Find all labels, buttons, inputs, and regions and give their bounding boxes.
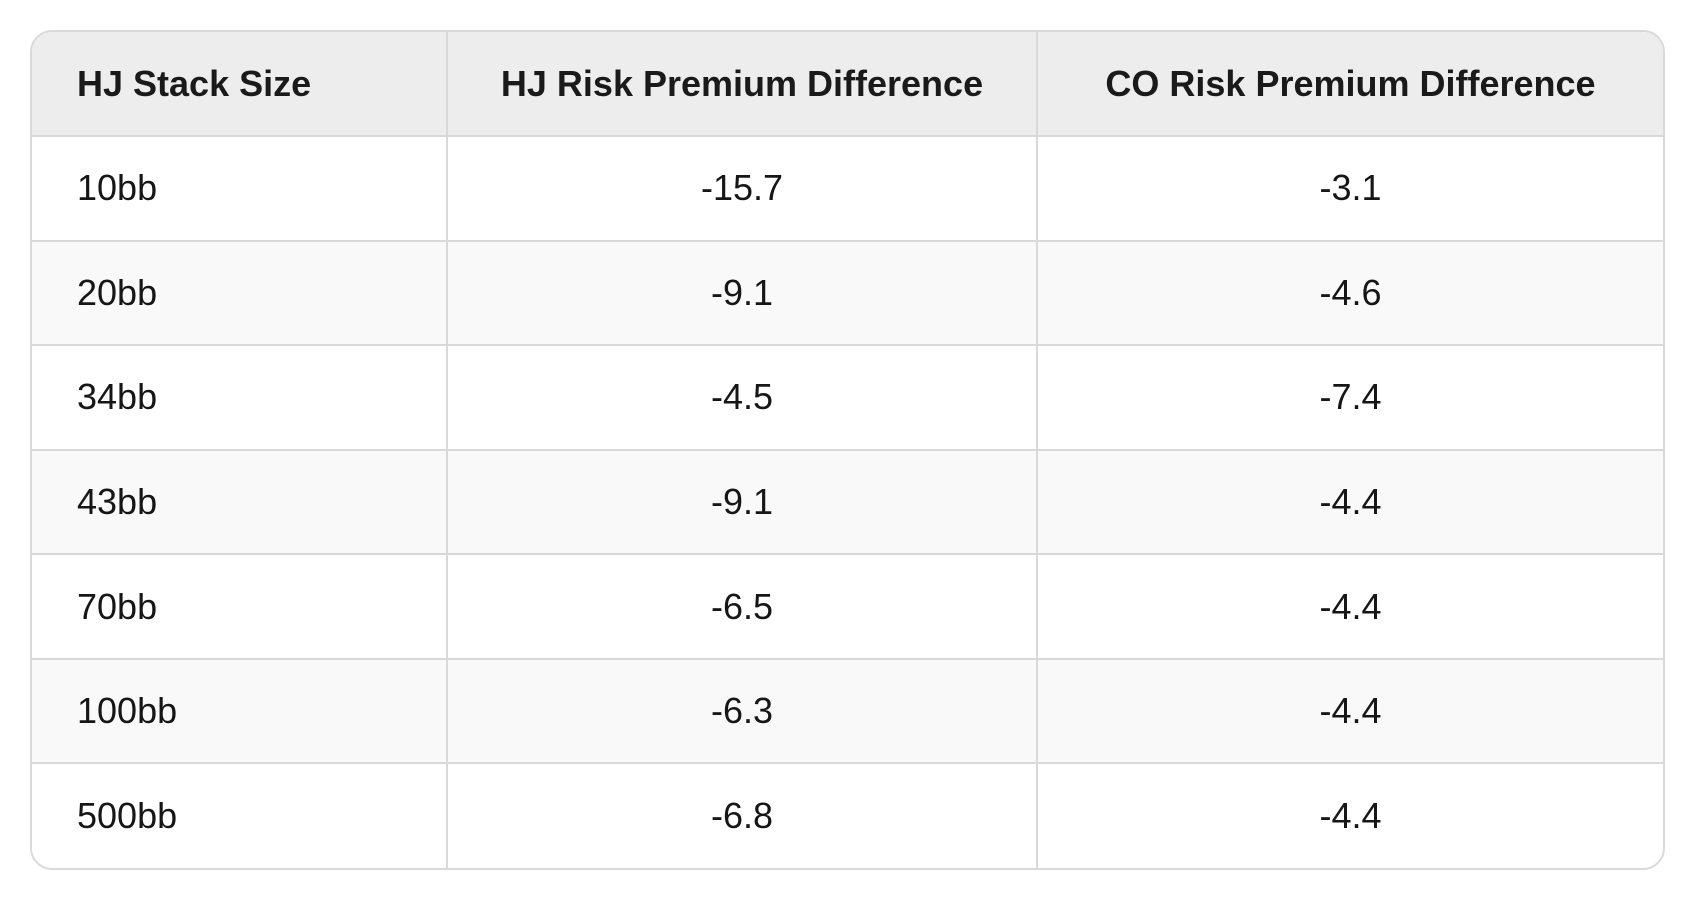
- cell-hj-risk: -9.1: [446, 239, 1038, 347]
- cell-co-risk: -4.4: [1036, 553, 1663, 660]
- table-row: 100bb -6.3 -4.4: [32, 657, 1663, 765]
- cell-hj-risk: -4.5: [446, 344, 1038, 451]
- risk-premium-table: HJ Stack Size HJ Risk Premium Difference…: [32, 32, 1663, 868]
- table-row: 20bb -9.1 -4.6: [32, 239, 1663, 347]
- cell-stack-size: 500bb: [32, 762, 448, 868]
- column-header-co-risk: CO Risk Premium Difference: [1036, 32, 1663, 137]
- table-row: 34bb -4.5 -7.4: [32, 344, 1663, 451]
- cell-stack-size: 34bb: [32, 344, 448, 451]
- column-header-hj-risk: HJ Risk Premium Difference: [446, 32, 1038, 137]
- cell-co-risk: -3.1: [1036, 135, 1663, 242]
- cell-co-risk: -4.6: [1036, 239, 1663, 347]
- cell-stack-size: 10bb: [32, 135, 448, 242]
- header-row: HJ Stack Size HJ Risk Premium Difference…: [32, 32, 1663, 137]
- table-row: 500bb -6.8 -4.4: [32, 762, 1663, 868]
- table-row: 43bb -9.1 -4.4: [32, 448, 1663, 556]
- cell-hj-risk: -6.8: [446, 762, 1038, 868]
- cell-hj-risk: -15.7: [446, 135, 1038, 242]
- cell-stack-size: 43bb: [32, 448, 448, 556]
- column-header-stack-size: HJ Stack Size: [32, 32, 448, 137]
- cell-stack-size: 100bb: [32, 657, 448, 765]
- cell-stack-size: 70bb: [32, 553, 448, 660]
- cell-co-risk: -4.4: [1036, 762, 1663, 868]
- cell-co-risk: -4.4: [1036, 448, 1663, 556]
- cell-hj-risk: -6.5: [446, 553, 1038, 660]
- cell-stack-size: 20bb: [32, 239, 448, 347]
- cell-co-risk: -7.4: [1036, 344, 1663, 451]
- table-body: 10bb -15.7 -3.1 20bb -9.1 -4.6 34bb -4.5…: [32, 135, 1663, 868]
- cell-co-risk: -4.4: [1036, 657, 1663, 765]
- table-header: HJ Stack Size HJ Risk Premium Difference…: [32, 32, 1663, 137]
- table-row: 70bb -6.5 -4.4: [32, 553, 1663, 660]
- risk-premium-table-card: HJ Stack Size HJ Risk Premium Difference…: [30, 30, 1665, 870]
- cell-hj-risk: -6.3: [446, 657, 1038, 765]
- table-row: 10bb -15.7 -3.1: [32, 135, 1663, 242]
- cell-hj-risk: -9.1: [446, 448, 1038, 556]
